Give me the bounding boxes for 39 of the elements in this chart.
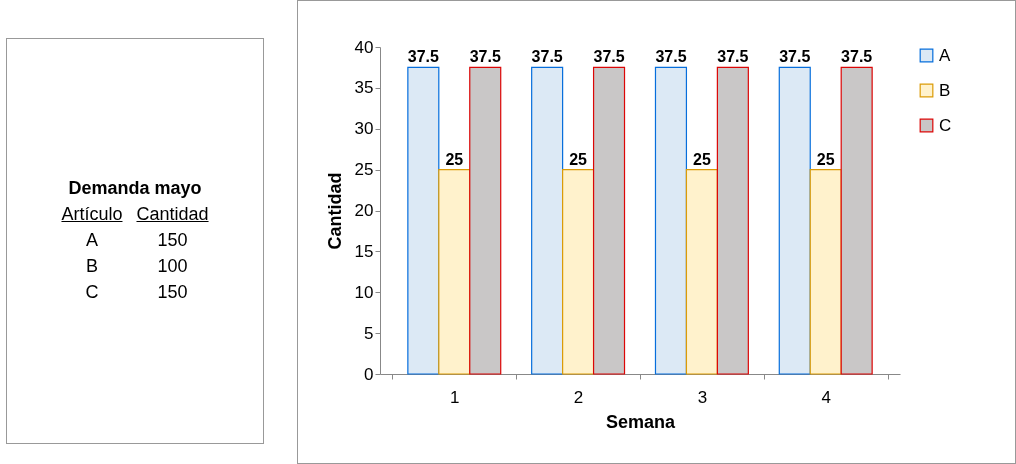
x-tick-label: 1	[450, 387, 460, 407]
y-tick-label: 30	[354, 119, 374, 139]
y-tick-label: 40	[354, 37, 374, 57]
x-axis-title: Semana	[605, 411, 676, 432]
legend-label: A	[939, 45, 951, 65]
data-label: 37.5	[407, 48, 440, 66]
text: B	[84, 254, 99, 278]
data-label: 37.5	[469, 48, 501, 66]
legend-label: B	[939, 80, 951, 100]
y-tick-label: 35	[354, 78, 374, 98]
text: 150	[156, 280, 189, 304]
data-label: 37.5	[531, 48, 563, 66]
data-label: 37.5	[779, 48, 811, 66]
text: 150	[156, 228, 189, 252]
y-tick-label: 15	[354, 241, 374, 261]
y-tick-label: 10	[354, 282, 374, 302]
text: Demanda mayo	[68, 177, 202, 199]
text: C	[84, 280, 100, 304]
data-label: 37.5	[841, 48, 873, 66]
x-tick-label: 2	[573, 387, 584, 407]
data-label: 37.5	[593, 48, 625, 66]
data-label: 37.5	[717, 48, 749, 66]
text: Cantidad	[136, 202, 209, 226]
data-label: 25	[816, 150, 835, 168]
x-tick-label: 4	[821, 387, 831, 407]
y-tick-label: 25	[354, 160, 374, 180]
x-tick-label: 3	[697, 387, 708, 407]
data-label: 37.5	[655, 48, 687, 66]
y-tick-label: 20	[354, 201, 374, 220]
text: 100	[156, 254, 189, 278]
text: Artículo	[61, 202, 123, 226]
y-tick-label: 0	[364, 364, 374, 384]
data-label: 25	[445, 150, 464, 168]
y-tick-label: 5	[364, 323, 374, 343]
y-axis-title: Cantidad	[324, 172, 345, 250]
data-label: 25	[693, 150, 711, 168]
data-label: 25	[569, 150, 588, 168]
text: A	[84, 228, 99, 252]
legend-label: C	[939, 115, 952, 135]
